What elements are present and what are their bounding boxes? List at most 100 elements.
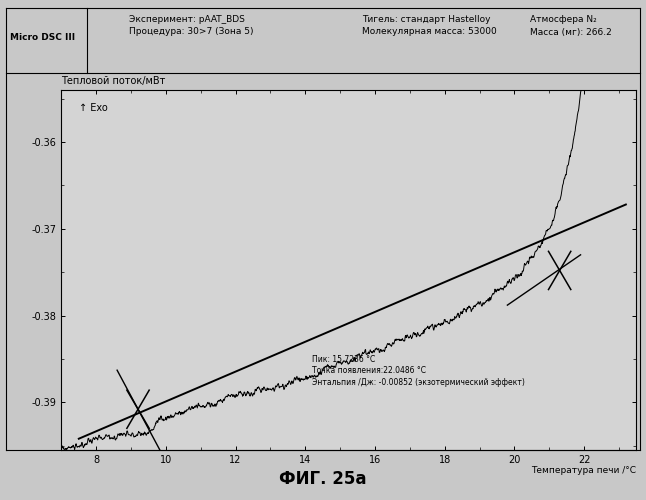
Point xyxy=(185,438,196,446)
Point xyxy=(349,407,359,415)
Point xyxy=(462,302,472,310)
Point xyxy=(63,173,74,181)
Point xyxy=(151,281,161,289)
Point xyxy=(439,383,450,391)
Point xyxy=(541,184,552,192)
Point xyxy=(101,168,111,176)
Point xyxy=(205,216,215,224)
Point xyxy=(207,362,218,370)
Point xyxy=(457,126,467,134)
Point xyxy=(121,240,132,248)
Point xyxy=(267,150,278,158)
Point xyxy=(171,426,182,434)
Point xyxy=(91,167,101,175)
Point xyxy=(605,359,615,367)
Point xyxy=(349,186,359,194)
Point xyxy=(236,160,246,168)
Point xyxy=(159,223,169,231)
Point xyxy=(523,280,534,288)
Point xyxy=(143,250,154,258)
Point xyxy=(630,132,641,140)
Point xyxy=(121,241,131,249)
Point xyxy=(583,153,594,161)
Point xyxy=(189,235,200,243)
Point xyxy=(299,158,309,166)
Point xyxy=(105,374,115,382)
Point xyxy=(486,320,496,328)
Point xyxy=(419,299,429,307)
Point xyxy=(367,434,377,442)
Point xyxy=(79,260,90,268)
Point xyxy=(382,197,392,205)
Point xyxy=(411,281,421,289)
Point xyxy=(74,337,84,345)
Point xyxy=(624,164,634,172)
Point xyxy=(534,302,544,310)
Point xyxy=(437,195,448,203)
Point xyxy=(67,194,77,202)
Point xyxy=(549,110,559,118)
Point xyxy=(328,320,339,328)
Point xyxy=(101,228,112,235)
Point xyxy=(461,195,472,203)
Point xyxy=(69,258,79,266)
Point xyxy=(435,302,446,310)
Point xyxy=(302,298,313,306)
Point xyxy=(390,216,400,224)
Point xyxy=(387,155,397,163)
Point xyxy=(326,238,337,246)
Point xyxy=(169,232,180,240)
Point xyxy=(286,371,297,379)
Point xyxy=(401,258,412,266)
Point xyxy=(427,172,437,179)
Point xyxy=(388,234,399,241)
Point xyxy=(106,164,116,172)
Point xyxy=(416,106,426,114)
Point xyxy=(630,168,640,176)
Point xyxy=(256,316,267,324)
Point xyxy=(329,391,339,399)
Point xyxy=(343,298,353,306)
Point xyxy=(92,351,102,359)
Point xyxy=(410,122,420,130)
Point xyxy=(402,330,412,338)
Point xyxy=(63,354,73,362)
Point xyxy=(198,433,209,441)
Point xyxy=(181,310,191,318)
Point xyxy=(610,152,620,160)
Point xyxy=(160,383,170,391)
Point xyxy=(118,294,129,302)
Point xyxy=(503,320,514,328)
Point xyxy=(578,220,589,228)
Point xyxy=(517,201,527,209)
Point xyxy=(188,406,198,414)
Point xyxy=(435,343,445,351)
Point xyxy=(554,372,564,380)
Point xyxy=(253,426,263,434)
Point xyxy=(551,235,561,243)
Point xyxy=(544,305,554,313)
Point xyxy=(510,185,520,193)
Point xyxy=(364,290,375,298)
Point xyxy=(366,103,377,111)
Point xyxy=(179,434,189,442)
Point xyxy=(283,446,293,454)
Point xyxy=(525,376,535,384)
Point xyxy=(560,300,570,308)
Point xyxy=(270,264,280,272)
Point xyxy=(298,396,308,404)
Point xyxy=(490,390,500,398)
Point xyxy=(495,222,505,230)
Point xyxy=(98,282,108,290)
Point xyxy=(243,168,253,176)
Point xyxy=(470,282,481,290)
Point xyxy=(601,304,612,312)
Point xyxy=(522,224,532,232)
Point xyxy=(339,98,349,106)
Point xyxy=(93,95,103,103)
Point xyxy=(597,189,607,197)
Point xyxy=(452,376,462,384)
Point xyxy=(472,427,482,435)
Point xyxy=(185,313,196,321)
Point xyxy=(444,320,454,328)
